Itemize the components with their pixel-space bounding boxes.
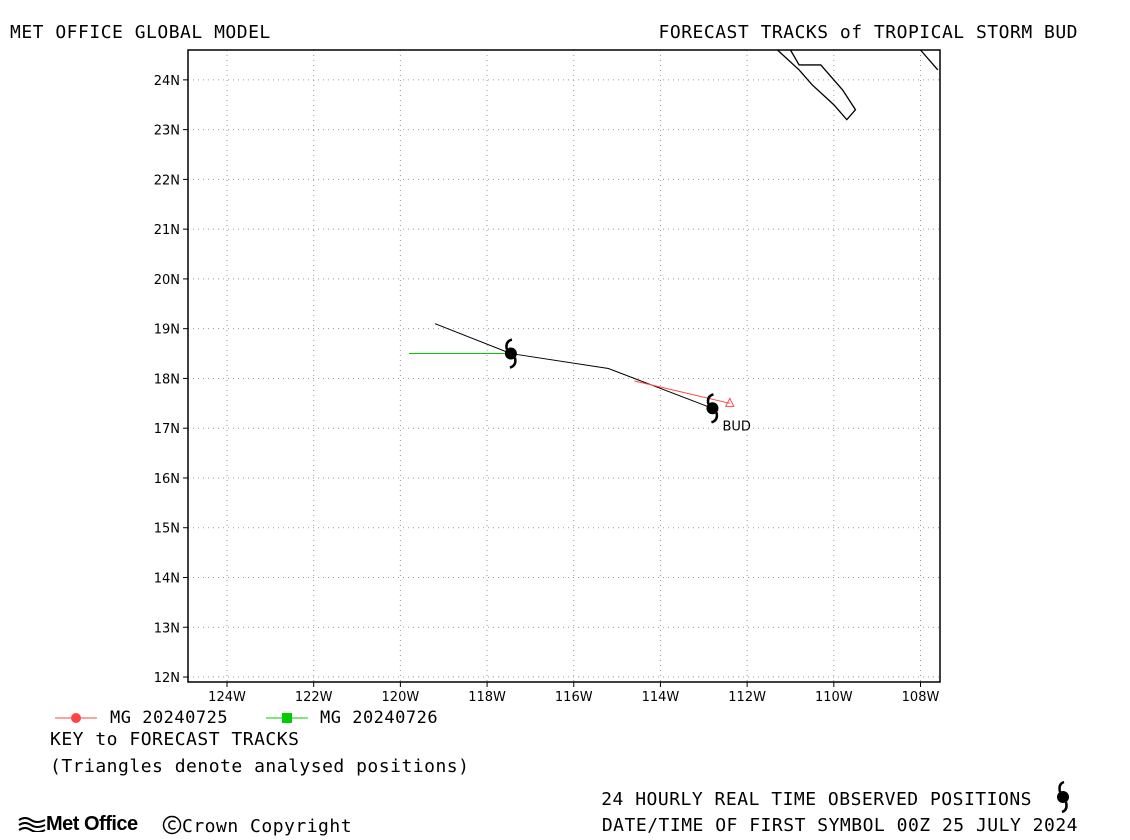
chart-title: FORECAST TRACKS of TROPICAL STORM BUD bbox=[658, 22, 1078, 43]
storm-symbol-arm bbox=[706, 393, 714, 405]
storm-label: BUD bbox=[722, 419, 750, 434]
copyright-icon bbox=[162, 815, 182, 835]
lat-tick-label: 23N bbox=[154, 124, 180, 139]
lat-tick-label: 19N bbox=[154, 323, 180, 338]
forecast-tracks bbox=[409, 353, 735, 407]
storm-symbol-arm bbox=[505, 338, 513, 350]
lon-tick-label: 116W bbox=[555, 690, 593, 705]
forecast-track-line bbox=[634, 380, 730, 404]
storm-symbol-core bbox=[706, 402, 719, 415]
lat-tick-label: 13N bbox=[154, 621, 180, 636]
lon-tick-label: 112W bbox=[728, 690, 766, 705]
coastline bbox=[777, 49, 939, 121]
legend-marker-mg-20240725 bbox=[55, 713, 97, 723]
brand-name: Met Office bbox=[46, 813, 138, 835]
lon-tick-label: 122W bbox=[295, 690, 333, 705]
lon-tick-label: 114W bbox=[642, 690, 680, 705]
legend-label-mg-20240725: MG 20240725 bbox=[110, 708, 229, 728]
lon-tick-label: 108W bbox=[902, 690, 940, 705]
key-title: KEY to FORECAST TRACKS bbox=[50, 729, 300, 750]
longitude-axis: 124W 122W 120W 118W 116W 114W 112W 110W 108W bbox=[208, 682, 939, 705]
lat-tick-label: 16N bbox=[154, 472, 180, 487]
legend-marker-mg-20240726 bbox=[266, 713, 308, 723]
storm-symbol-arm bbox=[711, 411, 719, 424]
observed-positions-note: 24 HOURLY REAL TIME OBSERVED POSITIONS bbox=[601, 789, 1032, 810]
legend-label-mg-20240726: MG 20240726 bbox=[320, 708, 439, 728]
lon-tick-label: 118W bbox=[468, 690, 506, 705]
observed-track-line bbox=[434, 323, 713, 409]
lat-tick-label: 14N bbox=[154, 571, 180, 586]
lat-tick-label: 22N bbox=[154, 173, 180, 188]
storm-symbol-core bbox=[504, 347, 517, 360]
analysed-position-triangle bbox=[724, 397, 735, 407]
model-title: MET OFFICE GLOBAL MODEL bbox=[10, 22, 271, 43]
graticule-grid bbox=[188, 50, 940, 682]
lon-tick-label: 120W bbox=[382, 690, 420, 705]
copyright-text: Crown Copyright bbox=[182, 816, 353, 837]
observed-position-symbols bbox=[504, 338, 719, 424]
lat-tick-label: 21N bbox=[154, 223, 180, 238]
lat-tick-label: 12N bbox=[154, 671, 180, 686]
coastline-segment bbox=[920, 49, 939, 71]
met-office-logo: Met Office bbox=[18, 813, 138, 836]
coastline-segment bbox=[777, 49, 857, 121]
key-note: (Triangles denote analysed positions) bbox=[50, 756, 470, 777]
lon-tick-label: 110W bbox=[815, 690, 853, 705]
storm-symbol-icon bbox=[1057, 780, 1069, 814]
crown-copyright: Crown Copyright bbox=[162, 815, 352, 837]
lat-tick-label: 17N bbox=[154, 422, 180, 437]
observed-track bbox=[434, 323, 713, 409]
storm-symbol bbox=[706, 393, 719, 424]
lat-tick-label: 18N bbox=[154, 372, 180, 387]
storm-symbol-arm bbox=[509, 357, 517, 369]
first-symbol-datetime: DATE/TIME OF FIRST SYMBOL 00Z 25 JULY 20… bbox=[601, 815, 1078, 836]
met-office-logo-icon bbox=[18, 817, 46, 833]
map-frame bbox=[187, 49, 941, 683]
lat-tick-label: 20N bbox=[154, 273, 180, 288]
lon-tick-label: 124W bbox=[208, 690, 246, 705]
storm-symbol bbox=[504, 338, 517, 369]
lat-tick-label: 24N bbox=[154, 74, 180, 89]
latitude-axis: 24N 23N 22N 21N 20N 19N 18N 17N 16N 15N 14N 13N 12N bbox=[154, 74, 188, 686]
lat-tick-label: 15N bbox=[154, 522, 180, 537]
